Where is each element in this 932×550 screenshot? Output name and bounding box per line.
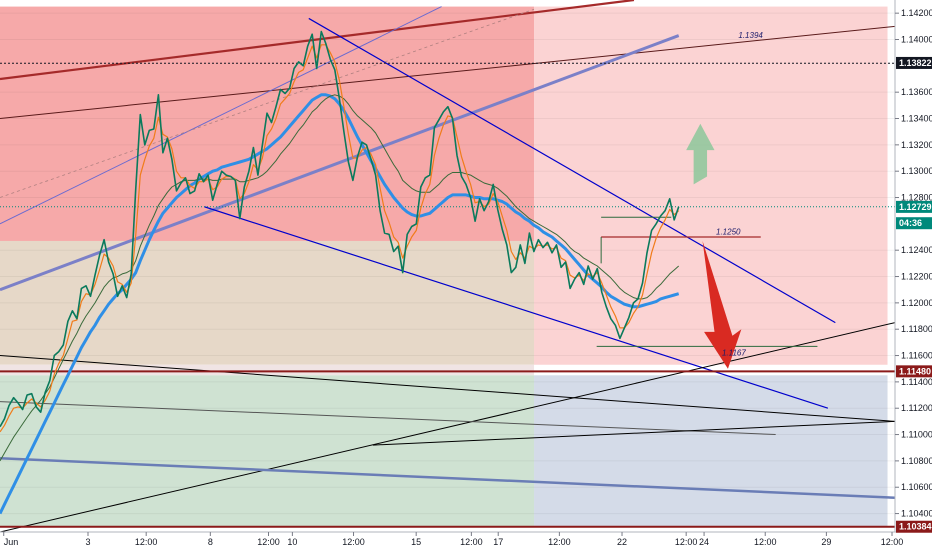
x-tick-label-5: 10 bbox=[287, 537, 297, 547]
bearish-arrow bbox=[702, 240, 742, 369]
y-tick-label-17: 1.10400 bbox=[901, 509, 932, 519]
price-tag-label-2: 04:36 bbox=[899, 218, 922, 228]
y-tick-label-10: 1.11800 bbox=[901, 324, 932, 334]
annotations: 1.1394 1.1250 1.1167 bbox=[716, 31, 763, 357]
y-tick-label-15: 1.10800 bbox=[901, 456, 932, 466]
price-series bbox=[0, 30, 680, 515]
grid bbox=[0, 12, 895, 515]
rising-channel-line bbox=[0, 34, 680, 292]
y-tick-label-9: 1.12000 bbox=[901, 298, 932, 308]
annotation-label-2: 1.1167 bbox=[722, 349, 746, 358]
x-tick-label-1: 3 bbox=[86, 537, 91, 547]
x-tick-label-7: 15 bbox=[411, 537, 421, 547]
y-tick-label-4: 1.13200 bbox=[901, 140, 932, 150]
x-tick-label-3: 8 bbox=[208, 537, 213, 547]
y-tick-label-5: 1.13000 bbox=[901, 166, 932, 176]
y-tick-label-0: 1.14200 bbox=[901, 8, 932, 18]
rising-thin-line bbox=[0, 6, 442, 225]
zone-3 bbox=[0, 364, 535, 376]
y-tick-label-2: 1.13600 bbox=[901, 87, 932, 97]
x-tick-label-2: 12:00 bbox=[135, 537, 158, 547]
x-tick-label-4: 12:00 bbox=[257, 537, 280, 547]
price-tag-label-4: 1.10384 bbox=[899, 522, 932, 532]
y-tick-label-1: 1.14000 bbox=[901, 35, 932, 45]
x-tick-label-0: Jun bbox=[4, 537, 19, 547]
x-axis-panel bbox=[0, 532, 932, 550]
x-tick-label-6: 12:00 bbox=[342, 537, 365, 547]
y-tick-label-3: 1.13400 bbox=[901, 114, 932, 124]
trendline-upper bbox=[0, 25, 896, 120]
price-tag-0 bbox=[896, 56, 932, 69]
x-tick-label-12: 12:00 bbox=[675, 537, 698, 547]
x-tick-label-9: 17 bbox=[493, 537, 503, 547]
long-support-line bbox=[0, 322, 896, 533]
y-axis-panel bbox=[895, 0, 932, 550]
y-tick-label-13: 1.11200 bbox=[901, 403, 932, 413]
price-tag-2 bbox=[896, 217, 932, 230]
ema-fast-line bbox=[0, 44, 680, 433]
annotation-label-1: 1.1250 bbox=[716, 227, 741, 236]
y-tick-label-7: 1.12400 bbox=[901, 245, 932, 255]
zone-1 bbox=[534, 6, 888, 365]
x-tick-label-10: 12:00 bbox=[548, 537, 571, 547]
zone-2 bbox=[0, 240, 535, 365]
long-declining-line bbox=[0, 355, 896, 422]
x-tick-label-11: 22 bbox=[617, 537, 627, 547]
price-tag-4 bbox=[896, 520, 932, 533]
price-tag-3 bbox=[896, 365, 932, 378]
x-tick-label-16: 12:00 bbox=[881, 537, 904, 547]
y-tick-label-14: 1.11000 bbox=[901, 430, 932, 440]
x-tick-label-15: 29 bbox=[821, 537, 831, 547]
y-tick-label-8: 1.12200 bbox=[901, 272, 932, 282]
zone-5 bbox=[534, 375, 888, 527]
zone-4 bbox=[0, 375, 535, 527]
price-tag-1 bbox=[896, 200, 932, 213]
green-zone-line bbox=[0, 401, 776, 436]
annotation-label-0: 1.1394 bbox=[738, 31, 763, 40]
lower-support-line bbox=[372, 420, 896, 446]
falling-channel-upper bbox=[308, 17, 836, 324]
x-tick-label-8: 12:00 bbox=[460, 537, 483, 547]
falling-channel-lower bbox=[204, 206, 829, 409]
price-tag-label-1: 1.12729 bbox=[899, 202, 932, 212]
price-tag-label-0: 1.13822 bbox=[899, 58, 932, 68]
dashed-fib-line bbox=[0, 8, 535, 198]
price-tag-label-3: 1.11480 bbox=[899, 366, 931, 376]
projection-arrows bbox=[686, 123, 742, 369]
y-tick-label-11: 1.11600 bbox=[901, 351, 932, 361]
y-tick-label-12: 1.11400 bbox=[901, 377, 932, 387]
x-tick-label-14: 12:00 bbox=[754, 537, 777, 547]
x-tick-label-13: 24 bbox=[699, 537, 709, 547]
resistance-line-top bbox=[0, 0, 635, 81]
price-close-line bbox=[0, 30, 680, 428]
y-tick-label-16: 1.10600 bbox=[901, 482, 932, 492]
lower-blue-line bbox=[0, 457, 896, 500]
trendlines bbox=[0, 0, 896, 533]
bullish-arrow bbox=[686, 123, 715, 185]
y-tick-label-6: 1.12800 bbox=[901, 193, 932, 203]
